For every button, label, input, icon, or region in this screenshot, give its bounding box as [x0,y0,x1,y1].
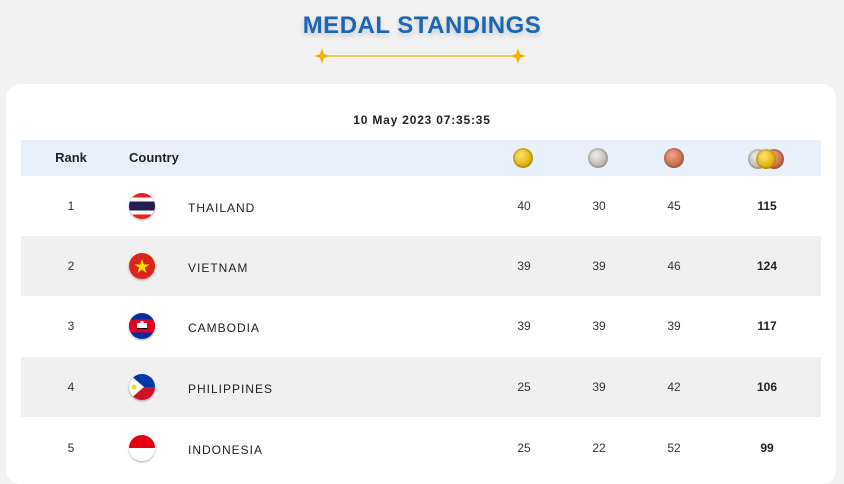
bronze-count: 39 [667,319,681,333]
philippines-flag-icon [129,374,155,400]
silver-count: 30 [592,199,606,213]
silver-count: 39 [592,319,606,333]
total-count: 117 [757,319,777,333]
silver-medal-icon [588,148,608,168]
rank-column-header: Rank [55,150,87,165]
rank-cell: 3 [67,319,75,333]
rank-cell: 4 [67,380,75,394]
table-row: 1 THAILAND 40 30 45 115 [21,176,821,236]
gold-count: 25 [517,380,531,394]
silver-column-header [588,148,610,170]
total-count: 106 [756,380,778,394]
gold-medal-icon [756,149,776,169]
country-name: INDONESIA [188,443,264,457]
total-count: 115 [757,199,777,213]
country-column-header: Country [129,150,179,165]
update-timestamp: 10 May 2023 07:35:35 [353,113,491,127]
rank-cell: 2 [67,259,75,273]
bronze-column-header [664,148,686,170]
country-name: CAMBODIA [188,321,261,335]
vietnam-flag-icon [129,253,155,279]
bronze-medal-icon [664,148,684,168]
silver-count: 39 [592,380,606,394]
bronze-count: 46 [667,259,681,273]
bronze-count: 42 [667,380,681,394]
thailand-flag-icon [129,193,155,219]
table-header: Rank Country [21,140,821,176]
silver-count: 22 [592,441,606,455]
country-name: VIETNAM [188,261,249,275]
cambodia-flag-icon [129,313,155,339]
gold-medal-icon [513,148,533,168]
table-row: 5 INDONESIA 25 22 52 99 [21,418,821,478]
page-title: MEDAL STANDINGS [302,12,542,39]
country-name: THAILAND [188,201,256,215]
gold-count: 39 [517,319,531,333]
bronze-count: 45 [667,199,681,213]
gold-column-header [513,148,535,170]
gold-count: 25 [517,441,531,455]
total-column-header [748,148,788,170]
gold-count: 40 [517,199,531,213]
table-row: 4 PHILIPPINES 25 39 42 106 [21,357,821,417]
table-row: 2 VIETNAM 39 39 46 124 [21,236,821,296]
gold-count: 39 [517,259,531,273]
total-count: 124 [756,259,778,273]
rank-cell: 5 [67,441,75,455]
indonesia-flag-icon [129,435,155,461]
title-ornament [314,48,526,64]
silver-count: 39 [592,259,606,273]
country-name: PHILIPPINES [188,382,274,396]
bronze-count: 52 [667,441,681,455]
table-row: 3 CAMBODIA 39 39 39 117 [21,296,821,356]
rank-cell: 1 [67,199,75,213]
total-count: 99 [760,441,774,455]
